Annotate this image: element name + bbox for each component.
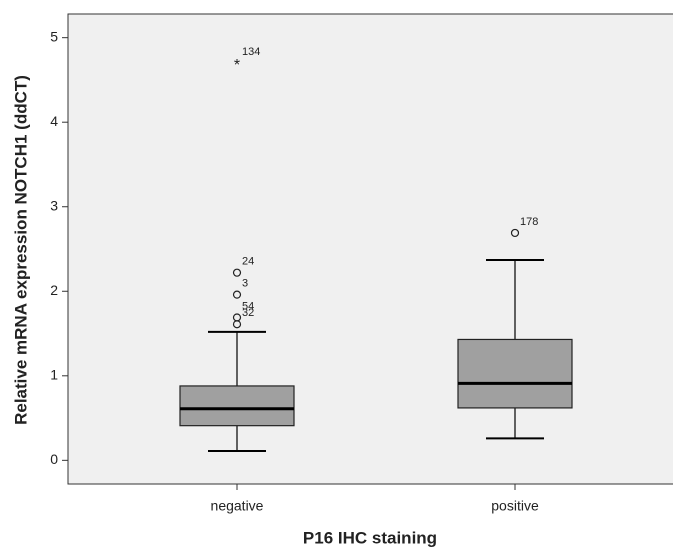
box bbox=[457, 338, 573, 409]
extreme-point: * bbox=[234, 57, 240, 74]
y-tick-label: 2 bbox=[50, 282, 58, 298]
y-tick-label: 1 bbox=[50, 367, 58, 383]
plot-border bbox=[67, 13, 673, 485]
y-tick-label: 3 bbox=[50, 197, 58, 213]
outlier-label: 134 bbox=[242, 46, 260, 58]
outlier bbox=[232, 290, 242, 299]
outlier-label: 3 bbox=[242, 278, 248, 290]
y-tick-label: 5 bbox=[50, 28, 58, 44]
outlier-label: 54 bbox=[242, 300, 254, 312]
outlier bbox=[232, 320, 242, 329]
y-tick-label: 4 bbox=[50, 113, 58, 129]
x-tick-label: positive bbox=[491, 498, 539, 514]
y-tick-label: 0 bbox=[50, 451, 58, 467]
x-tick-label: negative bbox=[211, 498, 264, 514]
outlier bbox=[232, 268, 242, 277]
x-axis-title: P16 IHC staining bbox=[303, 528, 437, 547]
outlier bbox=[510, 228, 520, 238]
plot-area bbox=[68, 14, 673, 484]
outlier-label: 24 bbox=[242, 256, 254, 268]
y-axis-title: Relative mRNA expression NOTCH1 (ddCT) bbox=[11, 75, 30, 425]
outlier-label: 178 bbox=[520, 216, 538, 228]
outlier-label: 32 bbox=[242, 307, 254, 319]
box bbox=[179, 385, 295, 427]
